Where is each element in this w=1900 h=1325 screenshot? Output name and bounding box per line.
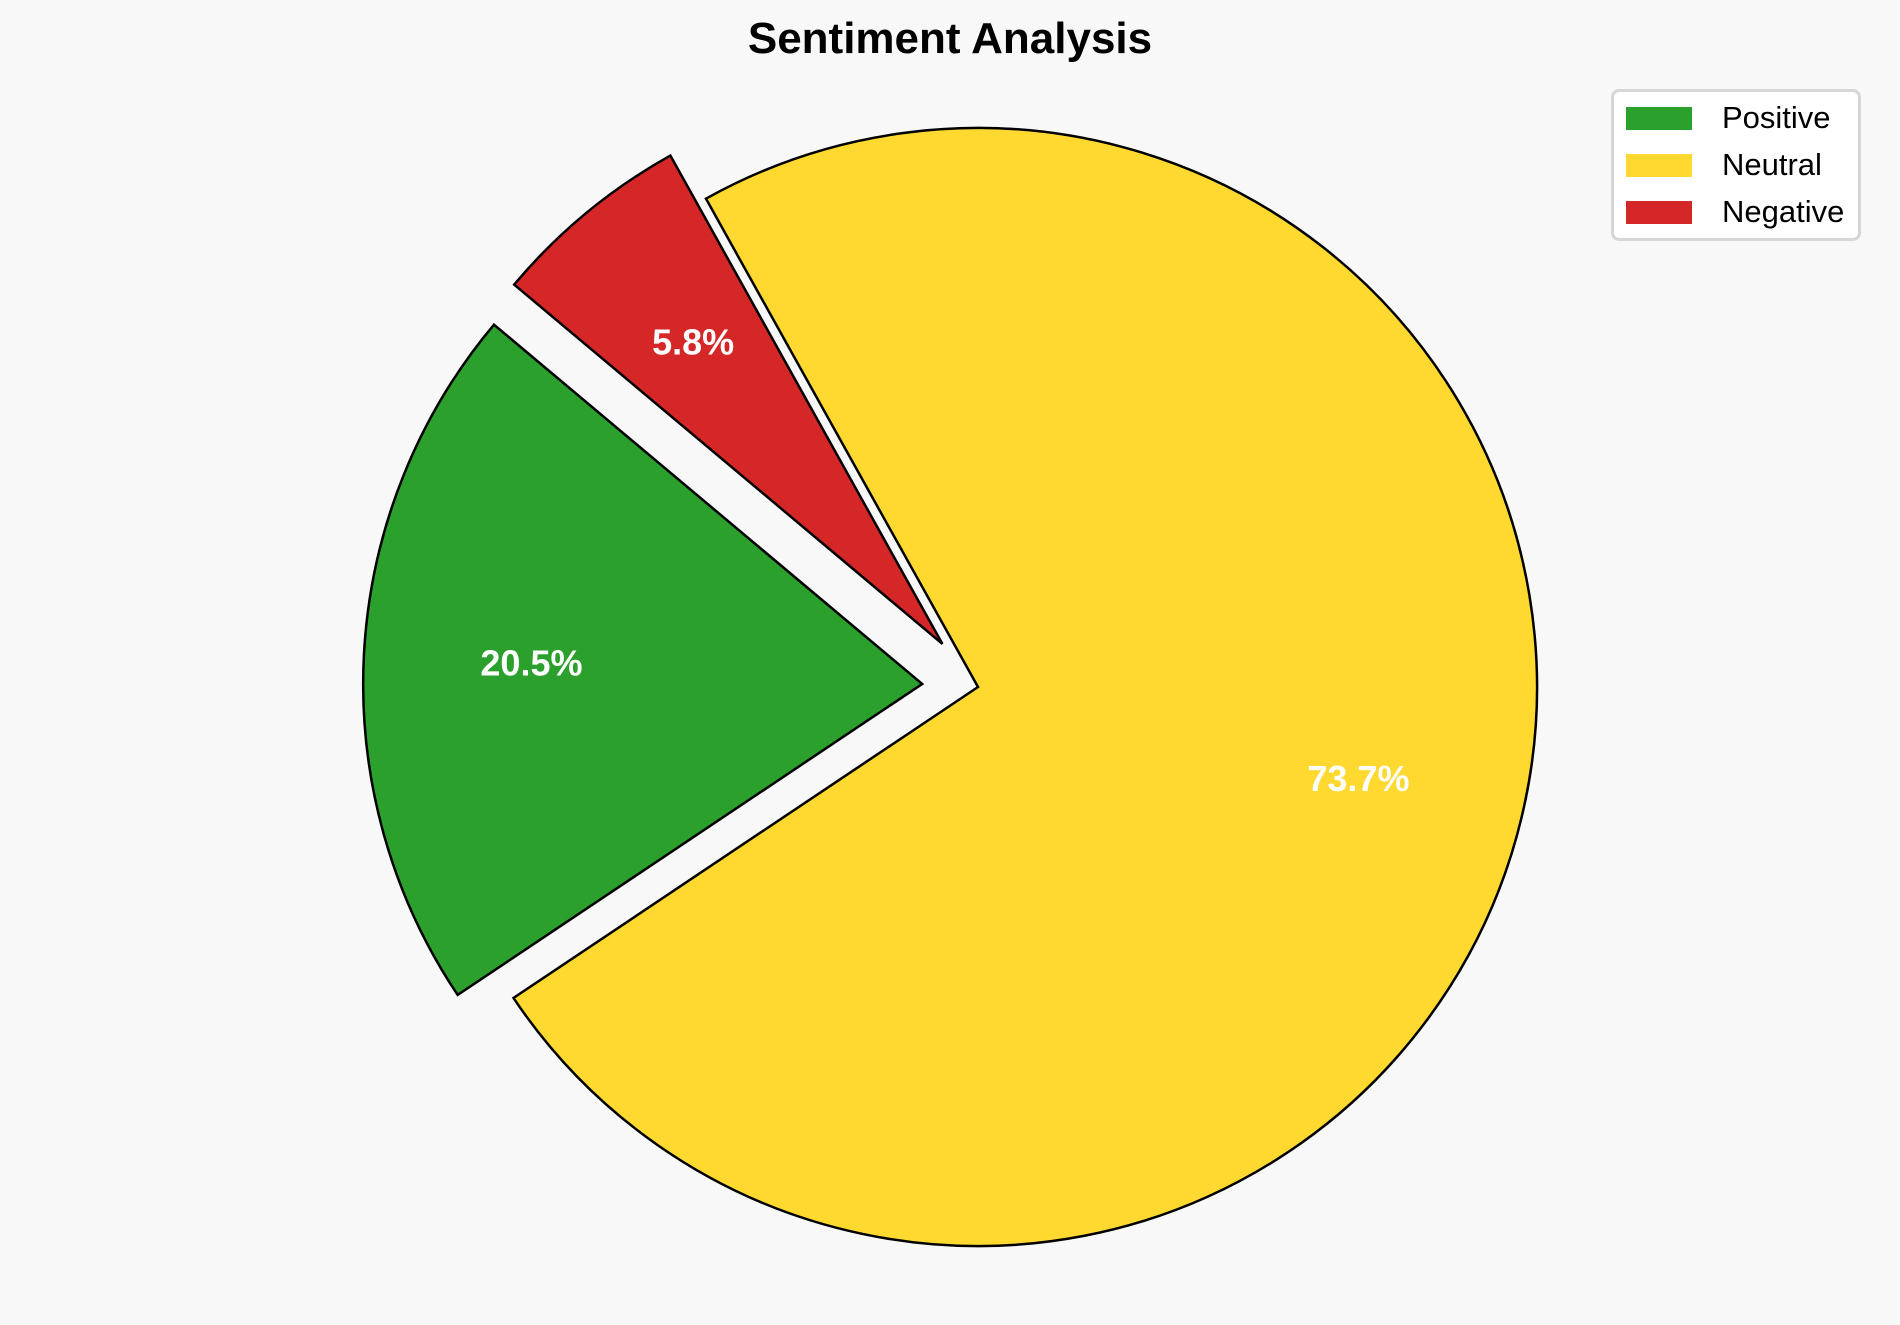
chart-title: Sentiment Analysis [747, 14, 1153, 63]
legend: Positive Neutral Negative [1611, 89, 1861, 241]
legend-item-neutral: Neutral [1626, 145, 1822, 185]
legend-swatch-negative [1626, 200, 1692, 224]
pie-slice-neutral [511, 126, 1539, 1248]
legend-swatch-neutral [1626, 153, 1692, 177]
pie-slice-positive [361, 322, 925, 997]
legend-label-neutral: Neutral [1722, 147, 1822, 182]
pie-label-neutral: 73.7% [1307, 758, 1409, 799]
legend-label-positive: Positive [1722, 100, 1831, 135]
pie-label-negative: 5.8% [652, 322, 734, 363]
legend-swatch-positive [1626, 106, 1692, 130]
legend-item-negative: Negative [1626, 192, 1844, 232]
legend-label-negative: Negative [1722, 194, 1845, 229]
pie-label-positive: 20.5% [480, 642, 582, 683]
pie-slice-negative [512, 153, 944, 645]
legend-item-positive: Positive [1626, 98, 1831, 138]
